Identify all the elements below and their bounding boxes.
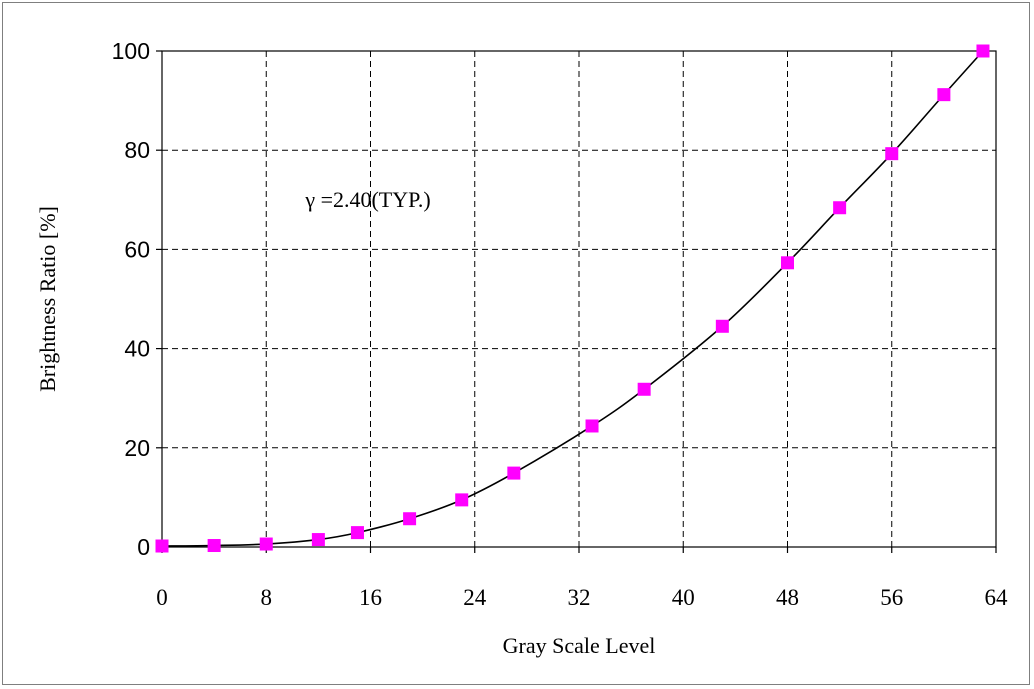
data-point-marker xyxy=(781,256,794,270)
data-point-marker xyxy=(885,147,899,161)
x-axis-label: Gray Scale Level xyxy=(503,633,656,658)
data-point-marker xyxy=(350,526,364,540)
x-tick-label: 16 xyxy=(359,585,382,610)
data-point-marker xyxy=(259,537,273,551)
data-point-marker xyxy=(937,88,951,102)
data-point-marker xyxy=(833,201,847,215)
x-tick-label: 64 xyxy=(985,585,1009,610)
x-tick-label: 40 xyxy=(672,585,695,610)
y-tick-label: 20 xyxy=(124,435,150,461)
data-point-marker xyxy=(585,419,599,433)
data-point-marker xyxy=(311,533,325,547)
x-tick-label: 0 xyxy=(156,585,168,610)
data-point-marker xyxy=(403,512,417,526)
x-tick-label: 8 xyxy=(261,585,273,610)
x-tick-label: 32 xyxy=(568,585,591,610)
y-tick-label: 40 xyxy=(124,336,150,362)
data-point-marker xyxy=(155,539,169,553)
data-point-marker xyxy=(207,539,221,553)
data-point-marker xyxy=(507,466,521,480)
x-tick-label: 24 xyxy=(463,585,487,610)
y-tick-label: 60 xyxy=(124,236,150,262)
x-tick-label: 56 xyxy=(880,585,903,610)
x-tick-label: 48 xyxy=(776,585,799,610)
grid-lines xyxy=(162,51,996,547)
x-axis-ticks: 0 8 16 24 32 40 48 56 64 xyxy=(156,547,1008,610)
y-axis-ticks: 0 20 40 60 80 100 xyxy=(112,38,162,560)
y-tick-label: 80 xyxy=(124,137,150,163)
data-markers xyxy=(155,44,990,553)
gamma-curve-line xyxy=(161,50,984,547)
gamma-chart: 0 20 40 60 80 100 0 8 16 24 32 40 48 56 64 Gray Scale… xyxy=(35,38,1008,658)
data-point-marker xyxy=(455,493,469,507)
data-point-marker xyxy=(637,382,651,396)
y-tick-label: 100 xyxy=(112,38,150,64)
data-point-marker xyxy=(976,44,990,58)
y-tick-label: 0 xyxy=(137,534,150,560)
y-axis-label: Brightness Ratio [%] xyxy=(35,206,60,392)
data-point-marker xyxy=(715,319,729,333)
gamma-annotation: γ =2.40(TYP.) xyxy=(304,187,430,212)
